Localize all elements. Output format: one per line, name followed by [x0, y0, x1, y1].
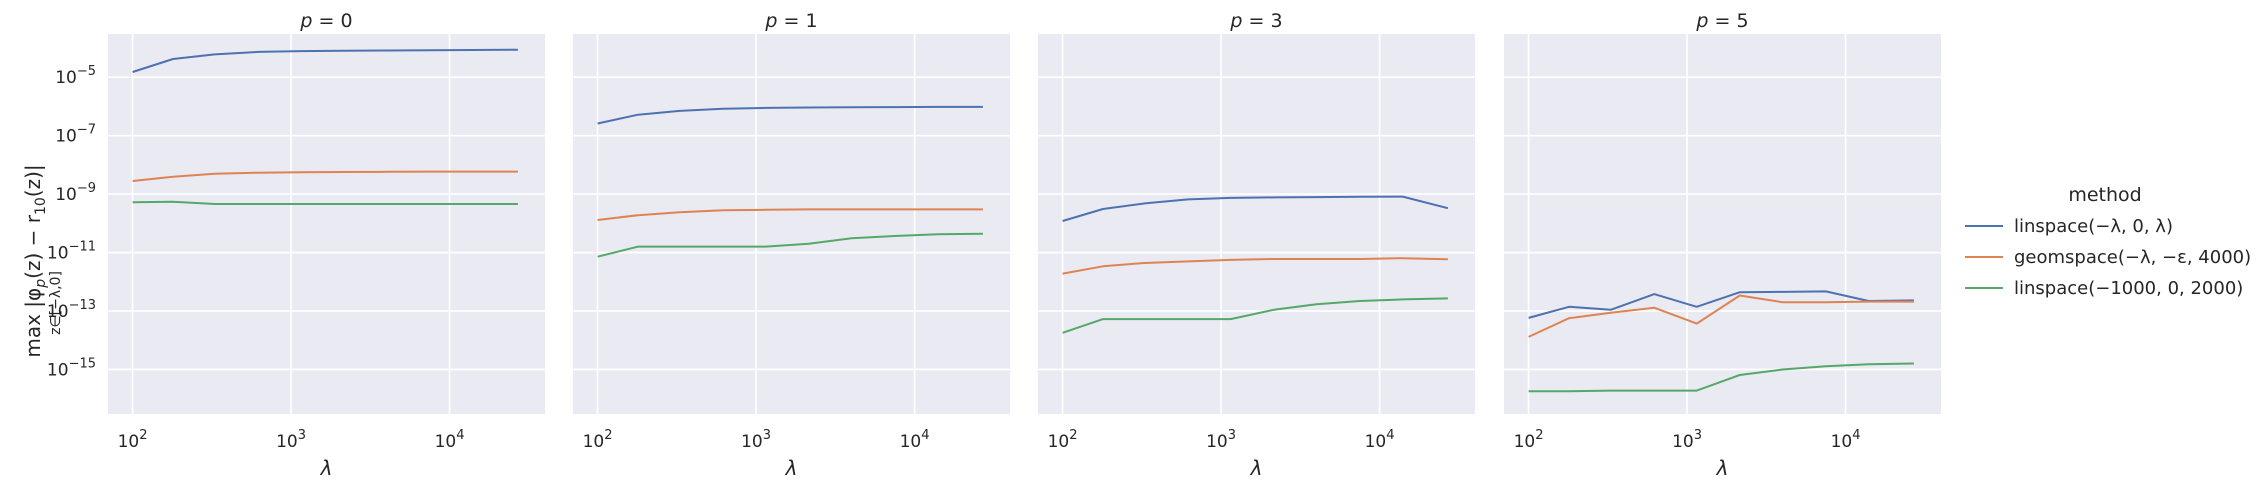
series-line-linspace-0	[132, 48, 518, 73]
x-tick-label: 102	[1048, 428, 1078, 452]
panel-p3: p = 5 102 103 104 λ	[1504, 10, 1941, 480]
legend-title: method	[2068, 184, 2141, 206]
legend-entry: linspace(−λ, 0, λ)	[1965, 216, 2173, 237]
legend-entry: geomspace(−λ, −ε, 4000)	[1965, 247, 2251, 268]
series-line-linspace-2	[1062, 297, 1448, 334]
y-axis-label-subscript: z∈[−λ,0]	[48, 271, 64, 335]
y-tick-label: 10−15	[47, 356, 96, 380]
x-axis-label: λ	[785, 456, 798, 480]
legend-entry: linspace(−1000, 0, 2000)	[1965, 278, 2243, 299]
series-line-linspace-2	[132, 200, 518, 205]
x-axis-label: λ	[1716, 456, 1729, 480]
y-tick-label: 10−13	[47, 298, 96, 322]
panel-background	[1504, 34, 1941, 414]
legend-label: linspace(−1000, 0, 2000)	[2014, 278, 2243, 299]
x-tick-label: 104	[435, 428, 465, 452]
series-line-linspace-2	[1528, 362, 1914, 393]
panel-background	[1038, 34, 1475, 414]
series-line-geomspace-1	[1062, 257, 1448, 275]
series-line-geomspace-1	[1528, 294, 1914, 338]
panel-title: p = 3	[1229, 10, 1282, 32]
y-tick-labels: 10−5 10−7 10−9 10−11 10−13 10−15	[47, 64, 96, 380]
series-line-geomspace-1	[597, 208, 983, 221]
series-line-geomspace-1	[132, 170, 518, 182]
x-tick-label: 102	[1514, 428, 1544, 452]
y-axis-label: max |φp(z) − r10(z)| z∈[−λ,0]	[21, 164, 64, 357]
series-line-linspace-2	[597, 232, 983, 258]
series-line-linspace-0	[1528, 290, 1914, 319]
panel-title: p = 1	[764, 10, 817, 32]
panel-background	[573, 34, 1010, 414]
y-axis-label-main: max |φp(z) − r10(z)|	[21, 164, 49, 357]
panel-title: p = 5	[1695, 10, 1748, 32]
panel-title: p = 0	[299, 10, 352, 32]
x-axis-label: λ	[1250, 456, 1263, 480]
legend-label: linspace(−λ, 0, λ)	[2014, 216, 2173, 237]
x-tick-label: 104	[1831, 428, 1861, 452]
x-tick-label: 102	[118, 428, 148, 452]
y-tick-label: 10−7	[55, 123, 96, 147]
panel-p0: p = 0 102 103 104 λ	[108, 10, 545, 480]
legend-label: geomspace(−λ, −ε, 4000)	[2014, 247, 2251, 268]
panel-background	[108, 34, 545, 414]
x-tick-label: 103	[1672, 428, 1702, 452]
y-tick-label: 10−5	[55, 64, 96, 88]
y-tick-label: 10−9	[55, 181, 96, 205]
series-line-linspace-0	[597, 105, 983, 125]
x-tick-label: 102	[583, 428, 613, 452]
legend: method linspace(−λ, 0, λ) geomspace(−λ, −ε…	[1965, 184, 2251, 299]
y-tick-label: 10−11	[47, 240, 96, 264]
x-axis-label: λ	[320, 456, 333, 480]
panel-p1: p = 1 102 103 104 λ	[573, 10, 1010, 480]
x-tick-label: 104	[1365, 428, 1395, 452]
x-tick-label: 103	[1206, 428, 1236, 452]
series-line-linspace-0	[1062, 195, 1449, 222]
panel-p2: p = 3 102 103 104 λ	[1038, 10, 1475, 480]
chart-panels: p = 0 102 103 104 λ p = 1 102 103 104 λ p = 3 102 10…	[47, 10, 1941, 480]
x-tick-label: 103	[741, 428, 771, 452]
x-tick-label: 103	[276, 428, 306, 452]
x-tick-label: 104	[900, 428, 930, 452]
